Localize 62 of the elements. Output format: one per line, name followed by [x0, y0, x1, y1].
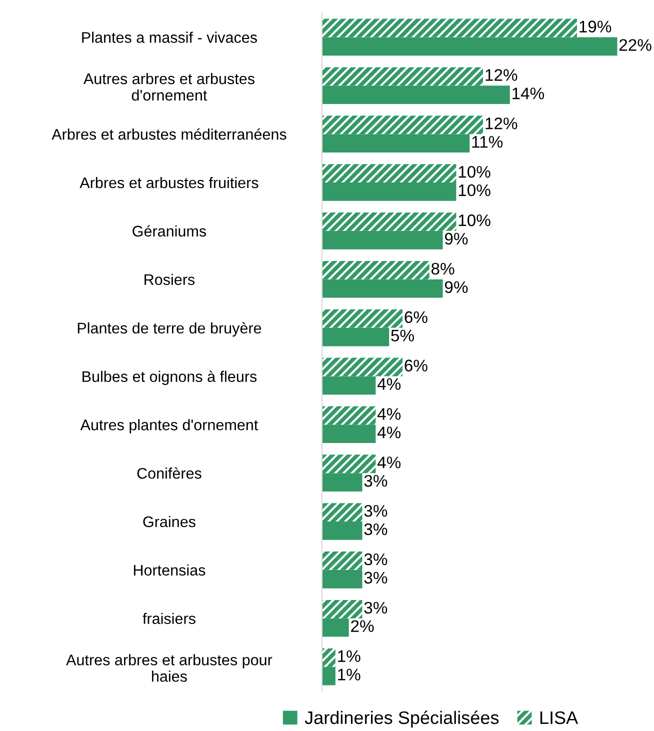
data-label: 9%	[444, 281, 468, 294]
y-tick-label: Autres arbres et arbustes pour haies	[66, 654, 272, 682]
y-tick-label: Arbres et arbustes méditerranéens	[52, 128, 286, 140]
data-label: 19%	[580, 20, 612, 32]
data-label: 3%	[364, 572, 388, 584]
bar	[322, 212, 456, 231]
y-tick-label: Autres plantes d'ornement	[80, 419, 258, 434]
bar	[322, 328, 390, 346]
bar	[322, 67, 484, 86]
data-label: 6%	[404, 311, 428, 324]
data-label: 8%	[431, 262, 454, 275]
bar	[322, 86, 510, 104]
bar	[322, 260, 430, 280]
bar	[322, 473, 362, 492]
data-label: 10%	[458, 214, 490, 226]
y-tick-label: Géraniums	[132, 225, 206, 237]
bar	[322, 454, 376, 474]
y-tick-label: Autres arbres et arbustes d'ornement	[83, 72, 254, 101]
data-label: 4%	[377, 456, 401, 468]
data-label: 4%	[377, 408, 401, 420]
bar	[322, 18, 577, 38]
bar	[322, 279, 443, 298]
data-label: 22%	[619, 39, 652, 51]
y-tick-label: Graines	[143, 516, 196, 528]
data-label: 3%	[364, 474, 388, 487]
data-label: 11%	[472, 136, 503, 148]
bar	[322, 230, 443, 250]
data-label: 9%	[444, 232, 468, 245]
y-tick-label: Conifères	[137, 467, 202, 479]
y-tick-label: Plantes de terre de bruyère	[78, 322, 262, 337]
data-label: 5%	[391, 330, 414, 342]
y-tick-label: Arbres et arbustes fruitiers	[80, 176, 258, 188]
data-label: 10%	[458, 184, 490, 196]
bar	[322, 37, 618, 56]
data-label: 1%	[338, 650, 360, 662]
legend-label: LISA	[540, 711, 578, 724]
data-label: 10%	[458, 166, 490, 178]
y-tick-label: Rosiers	[144, 274, 195, 286]
bar	[322, 309, 403, 328]
data-label: 14%	[512, 88, 544, 100]
y-tick-label: fraisiers	[142, 612, 196, 624]
y-tick-label: Hortensias	[134, 564, 206, 576]
data-label: 12%	[486, 69, 518, 81]
bar	[322, 618, 349, 637]
data-label: 4%	[377, 378, 401, 390]
data-label: 6%	[404, 360, 428, 372]
data-label: 3%	[364, 553, 388, 566]
data-label: 1%	[338, 668, 360, 680]
data-label: 4%	[377, 426, 401, 438]
data-label: 3%	[364, 504, 388, 517]
y-tick-label: Bulbes et oignons à fleurs	[82, 370, 257, 386]
data-label: 3%	[364, 602, 388, 614]
data-label: 12%	[486, 118, 518, 130]
bar	[322, 358, 403, 376]
legend-label: Jardineries Spécialisées	[304, 710, 499, 728]
y-tick-label: Plantes a massif - vivaces	[82, 32, 257, 43]
data-label: 2%	[351, 620, 374, 632]
bar	[322, 134, 470, 152]
data-label: 3%	[364, 523, 388, 536]
bar	[322, 116, 484, 134]
bar	[322, 376, 376, 395]
bar	[322, 600, 362, 618]
